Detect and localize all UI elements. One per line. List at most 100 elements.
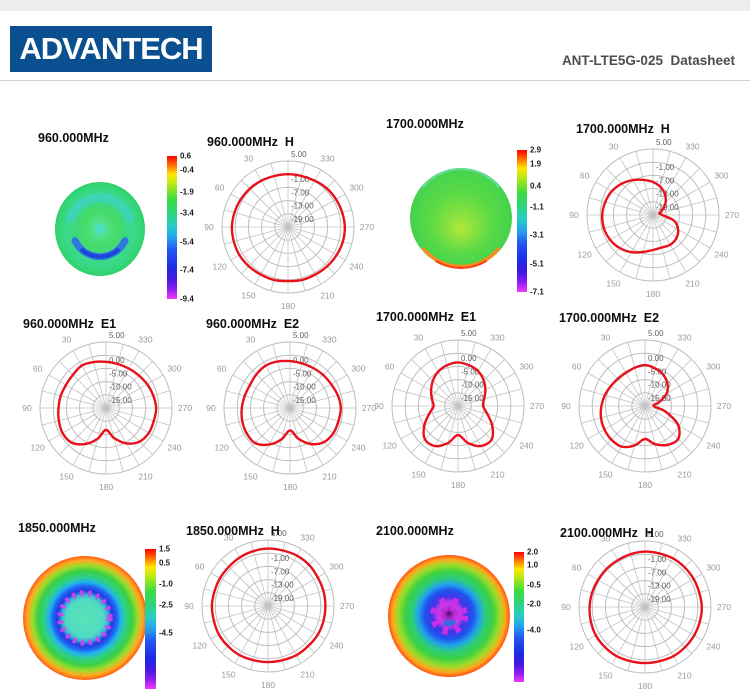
polar-grid [39,341,173,475]
ring-label: 5.00 [293,331,309,340]
ring-label: 0.00 [109,356,125,365]
polar-chart-960-H: 30 60 90 120 150 180 210 240 270 300 330 5.00 -1.00 -… [204,150,374,311]
pattern-curve [240,359,343,447]
polar-chart-1850-H: 30 60 90 120 150 180 210 240 270 300 330 5.00 -1.00 -… [184,529,354,690]
ring-label: -15.00 [293,396,316,405]
polar-grid [223,341,357,475]
colorbar-label: 2.0 [527,547,539,557]
angle-label: 120 [212,262,226,272]
colorbar-label: -4.5 [159,628,173,638]
angle-label: 180 [638,480,652,490]
ring-label: -13.00 [648,582,671,591]
ring-label: -7.00 [291,188,310,197]
angle-label: 270 [360,222,374,232]
angle-label: 210 [685,278,699,288]
polar-chart-1700-H: 30 60 90 120 150 180 210 240 270 300 330 5.00 -1.00 -… [569,138,739,299]
polar-chart-1700-E2: 30 60 90 120 150 180 210 240 270 300 330 5.00 0.00 -5… [561,329,731,490]
angle-label: 90 [374,401,384,411]
plot-title-1850-H: 1850.000MHz H [186,524,280,538]
angle-label: 210 [320,290,334,300]
pattern-curve [57,360,158,446]
angle-label: 240 [351,443,365,453]
angle-label: 180 [646,289,660,299]
angle-label: 30 [62,335,72,345]
angle-label: 330 [300,533,314,543]
surface-blob [410,168,512,268]
angle-label: 120 [192,641,206,651]
angle-label: 300 [351,364,365,374]
colorbar-gradient [167,156,177,299]
surface-plot-1700 [410,167,512,269]
surface-plot-960 [55,182,145,276]
angle-label: 30 [244,154,254,164]
plot-title-960: 960.000MHz [38,131,109,145]
ring-label: 5.00 [109,331,125,340]
ring-label: -13.00 [271,581,294,590]
colorbar-2100: 2.0 1.0 -0.5 -2.0 -4.0 [514,548,574,682]
angle-label: 60 [195,562,205,572]
polar-chart-2100-H: 30 60 90 120 150 180 210 240 270 300 330 5.00 -1.00 -… [561,530,731,691]
colorbar-label: 0.4 [530,181,542,190]
colorbar-1700: 2.9 1.9 0.4 -1.1 -3.1 -5.1 -7.1 [517,146,577,297]
surface-ring [80,248,120,259]
colorbar-label: -7.1 [530,287,544,297]
angle-label: 240 [714,250,728,260]
surface-blob [388,555,510,677]
angle-label: 210 [322,471,336,481]
colorbar-label: 2.9 [530,145,542,155]
angle-label: 120 [577,250,591,260]
ring-label: -10.00 [461,381,484,390]
angle-label: 180 [99,482,113,492]
polar-grid [578,540,712,674]
ring-label: -19.00 [291,215,314,224]
colorbar-label: -3.4 [180,208,194,218]
angle-label: 330 [685,142,699,152]
angle-label: 330 [138,335,152,345]
colorbar-1850: 1.5 0.5 -1.0 -2.5 -4.5 [145,545,205,689]
ring-label: -1.00 [648,555,667,564]
angle-label: 270 [340,601,354,611]
pattern-curve [422,361,495,448]
ring-label: 5.00 [271,529,287,538]
plot-title-960-H: 960.000MHz H [207,135,294,149]
ring-label: -7.00 [648,568,667,577]
ring-label: -5.00 [461,367,480,376]
ring-label: -5.00 [293,369,312,378]
angle-label: 150 [598,469,612,479]
angle-label: 120 [214,443,228,453]
angle-label: 270 [178,403,192,413]
plot-title-960-E2: 960.000MHz E2 [206,317,300,331]
polar-grid [201,539,335,673]
ring-label: 0.00 [293,356,309,365]
angle-label: 90 [206,403,216,413]
angle-label: 330 [490,333,504,343]
plot-title-1700-E1: 1700.000MHz E1 [376,310,477,324]
top-strip [0,0,750,11]
advantech-logo-text: ADVANTECH [19,31,203,66]
ring-label: -19.00 [271,594,294,603]
ring-label: -1.00 [656,163,675,172]
angle-label: 240 [519,441,533,451]
angle-label: 180 [281,301,295,311]
polar-chart-960-E2: 30 60 90 120 150 180 210 240 270 300 330 5.00 0.00 -5… [206,331,376,492]
angle-label: 90 [204,222,214,232]
surface-ring [57,590,113,646]
angle-label: 30 [609,142,619,152]
angle-label: 120 [30,443,44,453]
polar-chart-960-E1: 30 60 90 120 150 180 210 240 270 300 330 5.00 0.00 -5… [22,331,192,492]
angle-label: 90 [561,602,571,612]
angle-label: 60 [580,171,590,181]
angle-label: 60 [215,183,225,193]
angle-label: 30 [224,533,234,543]
angle-label: 180 [638,681,652,691]
colorbar-label: -9.4 [180,294,194,304]
colorbar-label: -7.4 [180,265,194,275]
colorbar-label: -5.1 [530,259,544,269]
angle-label: 60 [572,563,582,573]
angle-label: 270 [717,602,731,612]
angle-label: 150 [243,471,257,481]
angle-label: 120 [569,441,583,451]
colorbar-label: -2.5 [159,600,173,610]
pattern-curve [600,178,680,254]
ring-label: -15.00 [461,394,484,403]
